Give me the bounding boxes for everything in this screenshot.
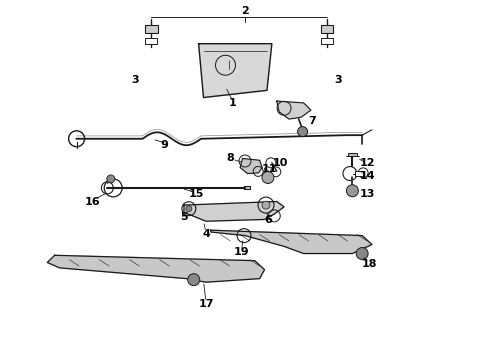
Circle shape (188, 274, 200, 286)
Polygon shape (184, 202, 284, 221)
Text: 2: 2 (241, 6, 249, 17)
Polygon shape (211, 230, 372, 253)
Text: 13: 13 (359, 189, 375, 199)
Text: 6: 6 (265, 215, 272, 225)
Bar (146, 39, 157, 44)
Bar (355, 171, 363, 176)
Bar (347, 153, 357, 156)
Circle shape (297, 127, 308, 136)
Polygon shape (198, 44, 272, 98)
Bar (145, 25, 158, 33)
Text: 11: 11 (262, 164, 277, 174)
Polygon shape (277, 101, 311, 119)
Text: 1: 1 (229, 98, 237, 108)
Circle shape (107, 175, 115, 183)
Text: 10: 10 (272, 158, 288, 168)
Text: 3: 3 (334, 75, 342, 85)
Text: 12: 12 (359, 158, 375, 168)
Text: 14: 14 (359, 171, 375, 181)
Polygon shape (48, 255, 265, 282)
Text: 7: 7 (309, 116, 316, 126)
Polygon shape (244, 186, 250, 189)
Text: 5: 5 (180, 212, 188, 221)
Circle shape (262, 201, 270, 209)
Text: 17: 17 (198, 299, 214, 309)
Circle shape (186, 206, 192, 212)
Text: 3: 3 (131, 75, 139, 85)
Text: 8: 8 (226, 153, 234, 163)
Bar (320, 25, 333, 33)
Circle shape (356, 248, 368, 260)
Text: 9: 9 (161, 140, 169, 150)
Circle shape (346, 185, 358, 197)
Polygon shape (240, 158, 262, 174)
Circle shape (262, 171, 274, 184)
Text: 4: 4 (202, 229, 210, 239)
Text: 15: 15 (189, 189, 204, 199)
Text: 16: 16 (85, 197, 100, 207)
Bar (321, 39, 333, 44)
Text: 19: 19 (233, 247, 249, 257)
Text: 18: 18 (362, 259, 377, 269)
